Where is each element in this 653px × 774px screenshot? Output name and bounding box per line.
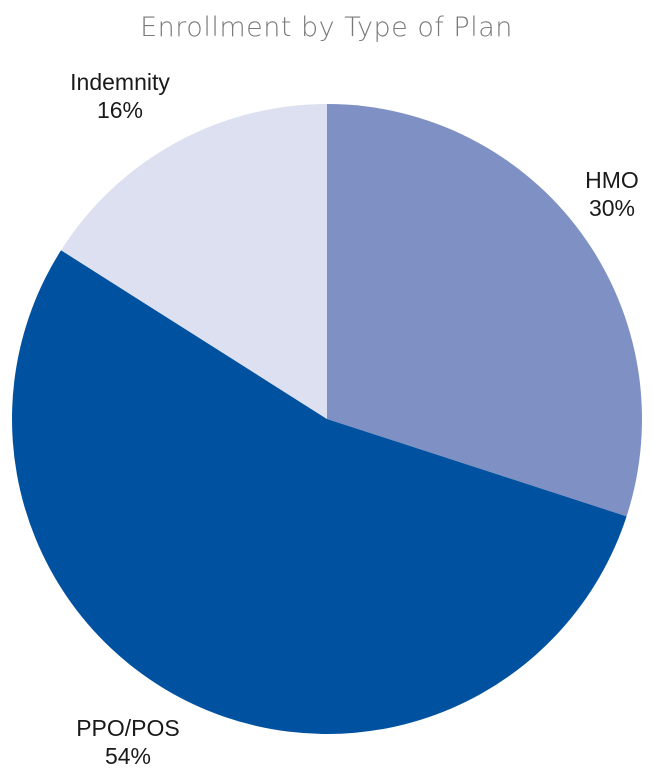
slice-label-value: 16% [97,97,143,123]
slice-label-value: 30% [589,195,635,221]
slice-label-name: Indemnity [70,69,170,95]
pie-slice-ppo-pos [12,250,627,734]
slice-label-name: PPO/POS [76,715,180,741]
pie-slice-indemnity [61,103,327,419]
pie-slices [12,103,642,734]
slice-label-name: HMO [585,167,639,193]
pie-slice-hmo [327,104,642,517]
slice-label-value: 54% [105,743,151,769]
chart-title: Enrollment by Type of Plan [140,12,513,43]
